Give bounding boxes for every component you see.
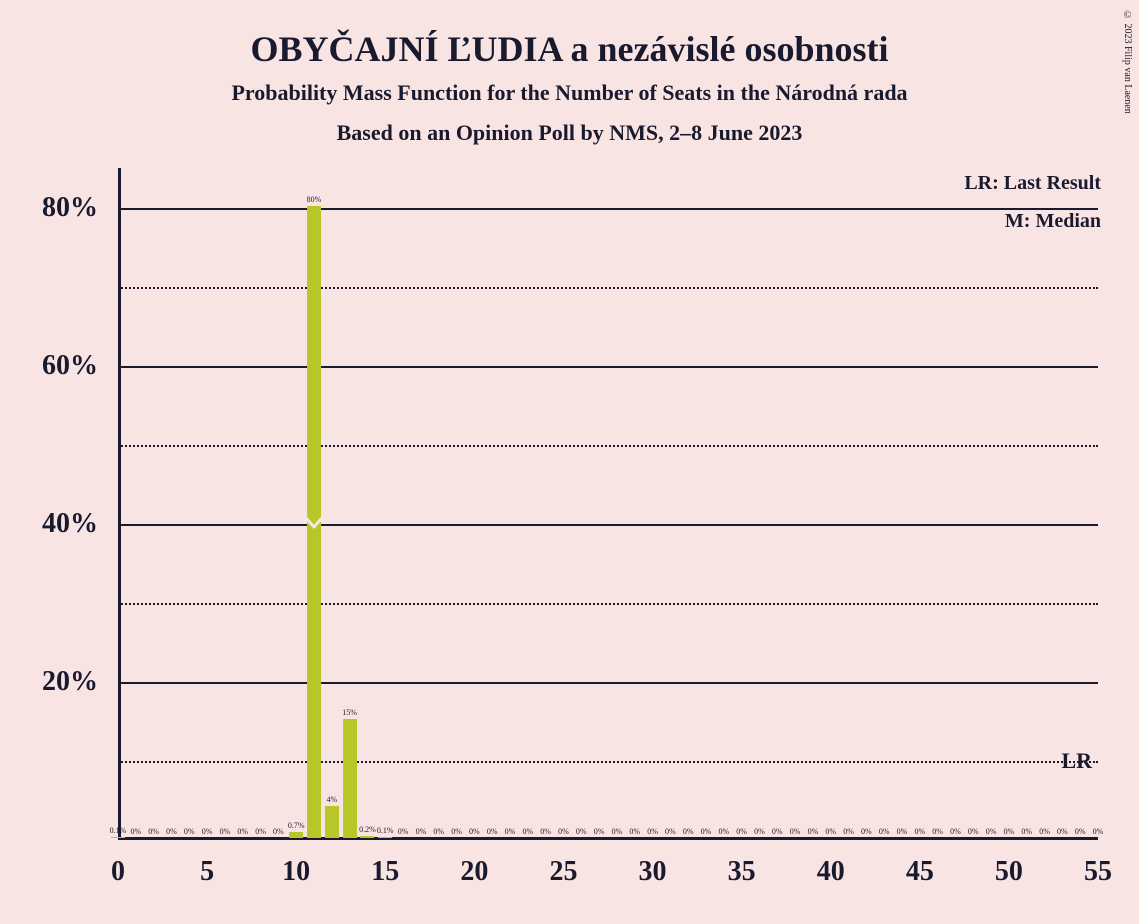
- x-axis-label: 30: [639, 856, 667, 888]
- bar-value-label: 0%: [790, 827, 801, 836]
- bar-value-label: 0%: [1039, 827, 1050, 836]
- gridline-minor: [118, 603, 1098, 605]
- bar-value-label: 0%: [184, 827, 195, 836]
- bar: 80%: [307, 206, 321, 838]
- bar-value-label: 0%: [968, 827, 979, 836]
- bar-value-label: 0%: [986, 827, 997, 836]
- bar: 0.2%: [361, 836, 375, 838]
- x-axis-label: 50: [995, 856, 1023, 888]
- bar-value-label: 0.1%: [110, 826, 127, 835]
- chart-title: OBYČAJNÍ ĽUDIA a nezávislé osobnosti: [0, 28, 1139, 70]
- plot-area: 20%40%60%80%LR05101520253035404550550.1%…: [118, 168, 1098, 840]
- bar-value-label: 0%: [558, 827, 569, 836]
- bar-value-label: 0%: [237, 827, 248, 836]
- bar-value-label: 0%: [950, 827, 961, 836]
- y-axis: [118, 168, 121, 840]
- y-axis-label: 80%: [42, 192, 98, 224]
- bar: 0.1%: [111, 837, 125, 838]
- x-axis-label: 20: [460, 856, 488, 888]
- chart-container: OBYČAJNÍ ĽUDIA a nezávislé osobnosti Pro…: [0, 0, 1139, 924]
- bar-value-label: 0%: [843, 827, 854, 836]
- bar: 0.1%: [378, 837, 392, 838]
- bar-value-label: 0%: [594, 827, 605, 836]
- x-axis-label: 0: [111, 856, 125, 888]
- bar-value-label: 0%: [469, 827, 480, 836]
- bar-value-label: 0%: [166, 827, 177, 836]
- bar-value-label: 0%: [914, 827, 925, 836]
- bar-value-label: 0%: [932, 827, 943, 836]
- bar-value-label: 0%: [879, 827, 890, 836]
- gridline-major: [118, 366, 1098, 368]
- bar-value-label: 0%: [629, 827, 640, 836]
- bar-value-label: 0%: [701, 827, 712, 836]
- bar-value-label: 0%: [612, 827, 623, 836]
- chart-subtitle-2: Based on an Opinion Poll by NMS, 2–8 Jun…: [0, 120, 1139, 146]
- bar-value-label: 0%: [540, 827, 551, 836]
- x-axis-label: 15: [371, 856, 399, 888]
- bar-value-label: 0%: [808, 827, 819, 836]
- bar: 0.7%: [289, 832, 303, 838]
- bar-value-label: 0%: [576, 827, 587, 836]
- bar-value-label: 0%: [647, 827, 658, 836]
- bar-value-label: 0%: [683, 827, 694, 836]
- bar-value-label: 0%: [273, 827, 284, 836]
- y-axis-label: 20%: [42, 666, 98, 698]
- x-axis-label: 25: [549, 856, 577, 888]
- gridline-minor: [118, 761, 1098, 763]
- bar-value-label: 0%: [202, 827, 213, 836]
- bar-value-label: 0%: [736, 827, 747, 836]
- bar-value-label: 0%: [1021, 827, 1032, 836]
- bar-value-label: 0%: [416, 827, 427, 836]
- bar-value-label: 0%: [772, 827, 783, 836]
- bar-value-label: 0%: [825, 827, 836, 836]
- bar-value-label: 0%: [255, 827, 266, 836]
- x-axis-label: 55: [1084, 856, 1112, 888]
- bar-value-label: 0.7%: [288, 821, 305, 830]
- bar-value-label: 0%: [130, 827, 141, 836]
- bar-value-label: 0.1%: [377, 826, 394, 835]
- bar-value-label: 15%: [342, 708, 357, 717]
- bar-value-label: 0%: [754, 827, 765, 836]
- lr-marker: LR: [1061, 748, 1092, 774]
- bar-value-label: 0%: [665, 827, 676, 836]
- x-axis-label: 40: [817, 856, 845, 888]
- bar-value-label: 0%: [897, 827, 908, 836]
- bar: 15%: [343, 719, 357, 838]
- y-axis-label: 40%: [42, 508, 98, 540]
- x-axis: [118, 837, 1098, 840]
- gridline-major: [118, 524, 1098, 526]
- x-axis-label: 45: [906, 856, 934, 888]
- bar-value-label: 0%: [487, 827, 498, 836]
- chart-subtitle-1: Probability Mass Function for the Number…: [0, 80, 1139, 106]
- gridline-major: [118, 208, 1098, 210]
- bar-value-label: 80%: [307, 195, 322, 204]
- bar-value-label: 0%: [451, 827, 462, 836]
- x-axis-label: 10: [282, 856, 310, 888]
- bar-value-label: 0%: [398, 827, 409, 836]
- x-axis-label: 5: [200, 856, 214, 888]
- bar-value-label: 0%: [718, 827, 729, 836]
- y-axis-label: 60%: [42, 350, 98, 382]
- copyright-text: © 2023 Filip van Laenen: [1122, 10, 1133, 114]
- bar-value-label: 0%: [1093, 827, 1104, 836]
- gridline-major: [118, 682, 1098, 684]
- bar-value-label: 0.2%: [359, 825, 376, 834]
- bar-value-label: 0%: [505, 827, 516, 836]
- bar-value-label: 0%: [522, 827, 533, 836]
- gridline-minor: [118, 287, 1098, 289]
- bar-value-label: 0%: [148, 827, 159, 836]
- bar-value-label: 0%: [433, 827, 444, 836]
- x-axis-label: 35: [728, 856, 756, 888]
- bar-value-label: 0%: [1004, 827, 1015, 836]
- bar: 4%: [325, 806, 339, 838]
- bar-value-label: 0%: [1075, 827, 1086, 836]
- bar-value-label: 0%: [861, 827, 872, 836]
- gridline-minor: [118, 445, 1098, 447]
- bar-value-label: 0%: [220, 827, 231, 836]
- bar-value-label: 0%: [1057, 827, 1068, 836]
- bar-value-label: 4%: [326, 795, 337, 804]
